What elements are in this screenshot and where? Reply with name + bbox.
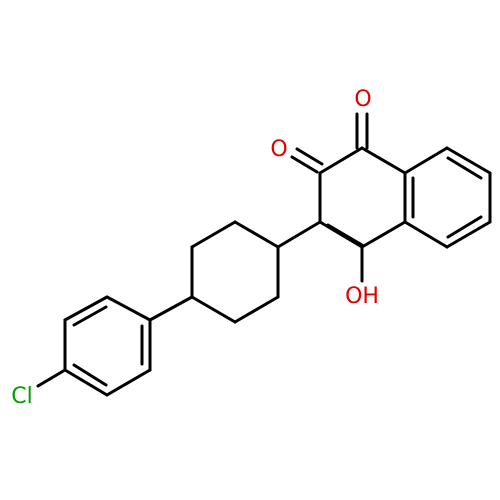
bonds <box>36 112 492 397</box>
atom-label: O <box>354 87 371 112</box>
atom-label: OH <box>345 284 379 309</box>
atom-label: O <box>270 137 287 162</box>
atom-label: Cl <box>11 384 32 409</box>
